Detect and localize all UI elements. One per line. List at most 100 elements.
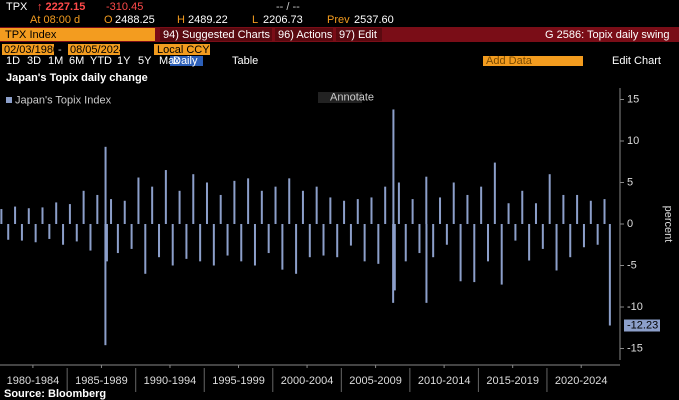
security[interactable]: TPX Index [5, 29, 57, 41]
currency[interactable]: Local CCY [157, 44, 210, 56]
bar [315, 186, 318, 224]
start-date-box[interactable] [2, 44, 54, 55]
actions[interactable]: 96) Actions [278, 29, 333, 41]
bar [452, 182, 455, 224]
period-button[interactable]: 5Y [138, 55, 152, 67]
bar [514, 224, 517, 241]
bar [82, 190, 85, 224]
bar [608, 224, 611, 326]
chart-title: Japan's Topix daily change [6, 72, 148, 84]
bar [439, 197, 442, 224]
x-tick-label: 2000-2004 [281, 375, 334, 387]
bar [55, 202, 58, 224]
bar [397, 182, 400, 224]
bar [322, 224, 325, 256]
bar [500, 224, 503, 285]
bar [75, 224, 78, 242]
bar [377, 224, 380, 264]
x-tick-label: 2010-2014 [418, 375, 471, 387]
low-label: L [252, 14, 258, 26]
plot-area [0, 109, 611, 346]
period-button[interactable]: 3D [27, 55, 41, 67]
source: Source: Bloomberg [4, 388, 106, 400]
bar [569, 224, 572, 258]
bar [548, 174, 551, 224]
bar [301, 190, 304, 224]
bar [110, 199, 113, 224]
bar [20, 224, 23, 241]
open-value: 2488.25 [115, 14, 155, 26]
bar [247, 178, 250, 224]
table-button[interactable]: Table [232, 55, 258, 67]
bar [233, 180, 236, 224]
legend-swatch [6, 97, 12, 103]
annotate[interactable]: Annotate [330, 91, 374, 103]
bar [27, 208, 30, 224]
actions-button[interactable] [275, 28, 333, 41]
bar [130, 224, 133, 249]
date-dash: - [58, 44, 62, 56]
bar [493, 162, 496, 224]
x-tick-label: 1980-1984 [7, 375, 60, 387]
start-date[interactable]: 02/03/1980 [4, 44, 59, 56]
edit[interactable]: 97) Edit [339, 29, 377, 41]
bar [521, 190, 524, 224]
period-button[interactable]: YTD [90, 55, 112, 67]
bar [480, 186, 483, 224]
bar [596, 224, 599, 245]
period-button[interactable]: 1D [6, 55, 20, 67]
bar [329, 197, 332, 224]
bar [68, 204, 71, 224]
bar [158, 224, 161, 258]
bar [425, 176, 428, 224]
edit-chart[interactable]: Edit Chart [612, 55, 661, 67]
x-tick-label: 2005-2009 [349, 375, 402, 387]
high-value: 2489.22 [188, 14, 228, 26]
currency-box[interactable] [154, 44, 210, 55]
suggested-button[interactable] [160, 28, 272, 41]
bar [343, 200, 346, 224]
bar [260, 190, 263, 224]
security-box[interactable] [0, 28, 155, 41]
bar [459, 224, 462, 282]
bar [589, 200, 592, 224]
bar [34, 224, 37, 243]
bar [336, 224, 339, 258]
period-button[interactable]: 1M [48, 55, 63, 67]
y-axis-label: percent [662, 206, 674, 243]
add-data-box[interactable] [483, 56, 583, 66]
x-tick-label: 2020-2024 [555, 375, 608, 387]
annotate-box[interactable] [318, 92, 362, 103]
bar [603, 199, 606, 224]
period-button[interactable]: 1Y [117, 55, 131, 67]
edit-button[interactable] [336, 28, 382, 41]
chart-id[interactable]: G 2586: Topix daily swing [545, 29, 670, 41]
frequency-box[interactable] [170, 56, 203, 66]
price-change: -310.45 [106, 1, 143, 13]
add-data[interactable]: Add Data [486, 55, 533, 67]
suggested-charts[interactable]: 94) Suggested Charts [163, 29, 271, 41]
end-date[interactable]: 08/05/2024 [70, 44, 125, 56]
bar [404, 224, 407, 262]
y-tick-label: 15 [627, 93, 639, 105]
period-button[interactable]: 6M [69, 55, 84, 67]
bar [205, 182, 208, 224]
high-label: H [177, 14, 185, 26]
bar [445, 224, 448, 245]
bar [240, 224, 243, 262]
x-tick-label: 1990-1994 [144, 375, 197, 387]
bar [48, 224, 51, 239]
bar [14, 206, 17, 224]
bar [507, 203, 510, 224]
period-button[interactable]: Max [159, 55, 180, 67]
bar [473, 224, 476, 283]
bar [192, 174, 195, 224]
x-tick-label: 1985-1989 [75, 375, 128, 387]
bar [41, 207, 44, 224]
bar [89, 224, 92, 251]
bar [267, 224, 270, 254]
bar [274, 186, 277, 224]
end-date-box[interactable] [68, 44, 120, 55]
bar [281, 224, 284, 270]
frequency[interactable]: Daily [173, 55, 198, 67]
